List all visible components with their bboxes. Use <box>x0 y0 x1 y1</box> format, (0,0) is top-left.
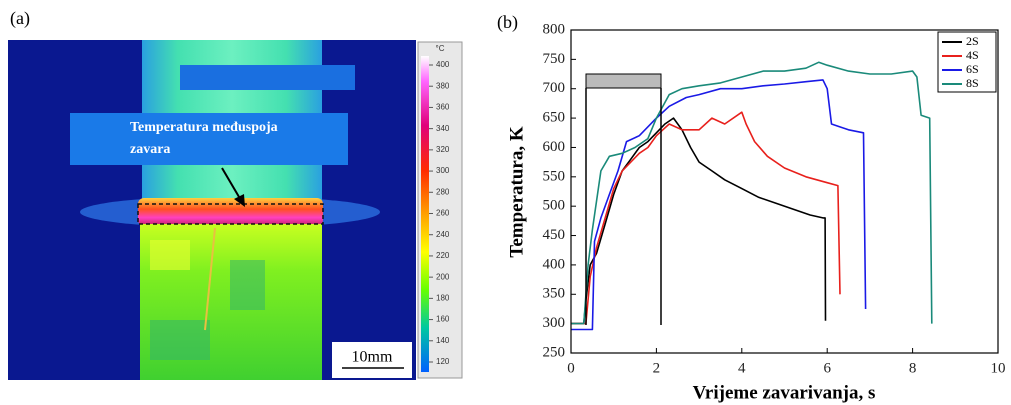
colorbar-tick-label: 240 <box>436 230 450 239</box>
colorbar-tick-label: 180 <box>436 293 450 302</box>
y-tick-label: 400 <box>543 256 566 272</box>
colorbar-tick-label: 380 <box>436 81 450 90</box>
x-tick-label: 4 <box>738 360 746 376</box>
colorbar <box>421 56 429 372</box>
y-tick-label: 700 <box>543 80 566 96</box>
colorbar-tick-label: 320 <box>436 145 450 154</box>
legend-label: 6S <box>966 62 979 76</box>
colorbar-tick-label: 340 <box>436 124 450 133</box>
colorbar-tick-label: 160 <box>436 315 450 324</box>
x-tick-label: 0 <box>567 360 575 376</box>
series-line <box>571 117 827 325</box>
panel-label: (a) <box>10 8 30 29</box>
y-axis-label: Temperatura, K <box>506 126 527 257</box>
y-tick-label: 750 <box>543 51 566 67</box>
colorbar-tick-label: 280 <box>436 187 450 196</box>
weld-outline <box>137 203 324 225</box>
y-tick-label: 250 <box>543 344 566 360</box>
colorbar-ticks: 400 380 360 340 320 300 280 260 240 220 200 180 160 1… <box>429 60 450 366</box>
annotation-box <box>70 113 348 165</box>
x-tick-label: 10 <box>991 360 1006 376</box>
y-tick-label: 800 <box>543 21 566 37</box>
y-tick-label: 650 <box>543 110 566 126</box>
y-tick-label: 450 <box>543 227 566 243</box>
y-tick-label: 500 <box>543 198 566 214</box>
plot-frame <box>570 29 999 354</box>
annotation: Temperatura međuspoja <box>130 120 278 135</box>
colorbar-unit: °C <box>436 44 445 53</box>
colorbar-tick-label: 200 <box>436 272 450 281</box>
arrow-head <box>234 194 245 207</box>
legend-label: 4S <box>966 48 979 62</box>
y-tick-label: 350 <box>543 286 566 302</box>
colorbar-tick-label: 140 <box>436 336 450 345</box>
x-tick-label: 2 <box>653 360 661 376</box>
phase-box <box>585 73 662 89</box>
hot-spot <box>150 240 190 270</box>
x-tick-label: 8 <box>909 360 917 376</box>
colorbar-tick-label: 220 <box>436 251 450 260</box>
colorbar-tick-label: 260 <box>436 209 450 218</box>
series-line <box>571 61 933 325</box>
plot: 250 300 350 400 450 500 550 600 650 700 750 800 0 2 4 6… <box>543 21 1006 376</box>
x-axis-label: Vrijeme zavarivanja, s <box>693 382 876 403</box>
weld-interface <box>138 198 323 226</box>
scale-bar-label: 10mm <box>352 349 393 366</box>
legend-label: 2S <box>966 34 979 48</box>
label-box <box>180 65 355 90</box>
crack-line <box>204 227 216 331</box>
annotation: zavara <box>130 142 170 157</box>
cool-spot <box>230 260 265 310</box>
cool-spot <box>150 320 210 360</box>
y-tick-label: 550 <box>543 168 566 184</box>
y-tick-label: 600 <box>543 139 566 155</box>
panel-label: (b) <box>497 12 518 33</box>
colorbar-tick-label: 300 <box>436 166 450 175</box>
series-line <box>571 111 841 325</box>
colorbar-tick-label: 400 <box>436 60 450 69</box>
colorbar-tick-label: 120 <box>436 357 450 366</box>
series-line <box>571 79 867 331</box>
scale-bar-box <box>332 342 412 378</box>
x-tick-label: 6 <box>823 360 831 376</box>
arrow <box>221 167 243 203</box>
y-tick-label: 300 <box>543 315 566 331</box>
legend-label: 8S <box>966 76 979 90</box>
colorbar-tick-label: 360 <box>436 103 450 112</box>
